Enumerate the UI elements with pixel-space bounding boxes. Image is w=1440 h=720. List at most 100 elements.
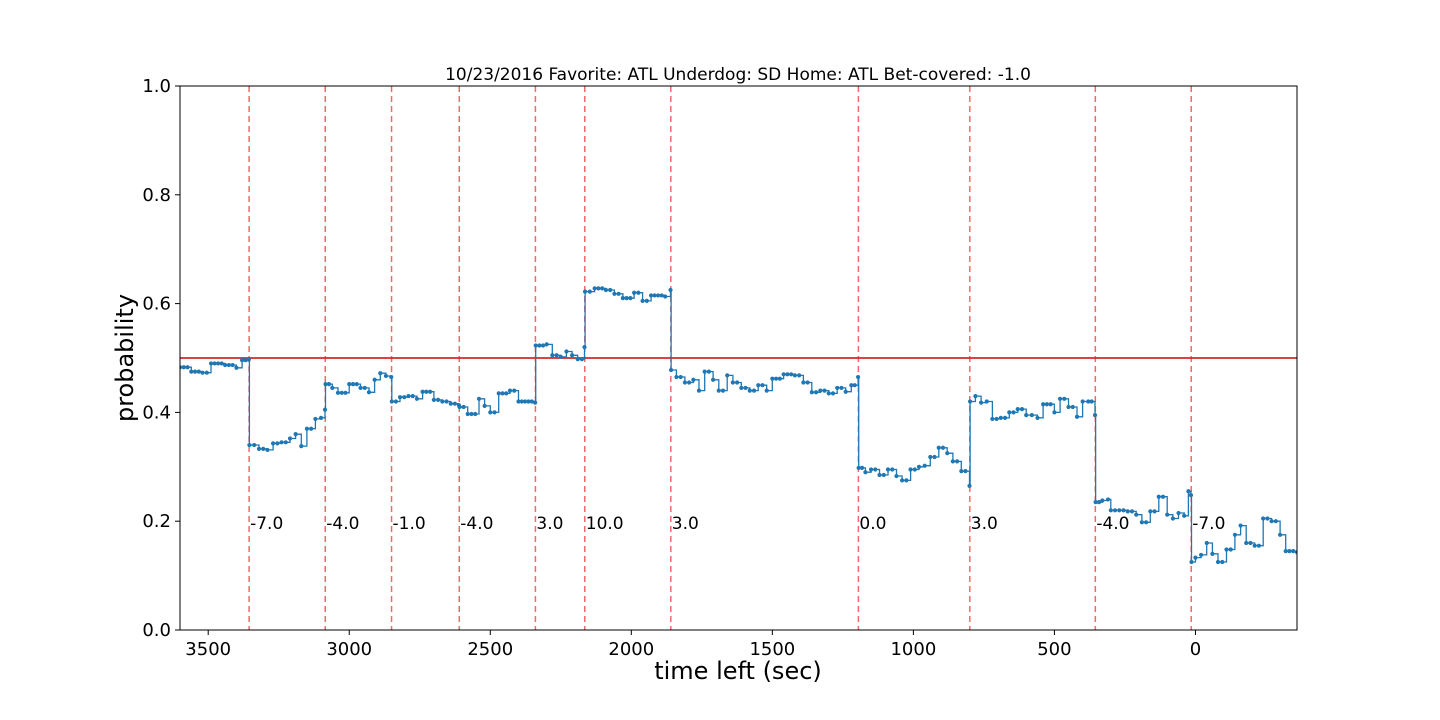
data-point bbox=[764, 388, 769, 393]
data-point bbox=[569, 353, 575, 358]
data-point bbox=[200, 370, 205, 375]
data-point bbox=[1024, 413, 1029, 418]
data-point bbox=[279, 440, 284, 445]
data-point bbox=[624, 296, 629, 301]
data-point bbox=[725, 373, 730, 378]
data-point bbox=[682, 380, 688, 385]
data-point bbox=[730, 380, 735, 385]
data-point bbox=[1105, 497, 1111, 502]
data-point bbox=[835, 385, 840, 391]
data-point bbox=[940, 445, 946, 450]
data-point bbox=[1019, 407, 1025, 412]
data-point bbox=[881, 472, 886, 478]
data-point bbox=[389, 374, 394, 380]
data-point bbox=[219, 361, 224, 366]
data-point bbox=[908, 467, 913, 472]
data-point bbox=[1057, 396, 1063, 401]
plot-area: -7.0 -4.0 -1.0 -4.0 3.0 10.0 3.0 0.0 3.0 -4.0 -7.0 bbox=[180, 86, 1297, 630]
data-point bbox=[973, 393, 978, 399]
data-point bbox=[916, 464, 922, 469]
data-point bbox=[358, 385, 363, 391]
data-point bbox=[523, 399, 528, 404]
data-point bbox=[389, 399, 394, 404]
data-point bbox=[304, 426, 310, 431]
data-point bbox=[529, 399, 534, 404]
data-point bbox=[648, 293, 654, 298]
x-tick-label: 500 bbox=[1037, 639, 1071, 660]
data-point bbox=[1188, 492, 1194, 498]
score-change-label: -4.0 bbox=[460, 514, 493, 534]
data-point bbox=[678, 374, 683, 380]
data-point bbox=[283, 440, 288, 445]
data-point bbox=[1273, 519, 1278, 524]
data-point bbox=[473, 411, 478, 417]
data-point bbox=[777, 376, 782, 381]
data-point bbox=[265, 447, 270, 453]
data-point bbox=[1117, 508, 1122, 513]
data-point bbox=[378, 371, 383, 376]
score-change-label: -7.0 bbox=[1192, 514, 1225, 534]
data-point bbox=[587, 289, 592, 294]
data-point bbox=[1007, 410, 1012, 415]
data-point bbox=[1011, 410, 1016, 415]
x-axis-label: time left (sec) bbox=[654, 657, 822, 685]
data-point bbox=[540, 343, 546, 348]
data-point bbox=[928, 454, 933, 460]
data-point bbox=[488, 410, 493, 415]
data-point bbox=[596, 286, 601, 291]
data-point bbox=[309, 426, 314, 431]
data-point bbox=[668, 367, 674, 373]
data-point bbox=[1089, 399, 1094, 404]
data-point bbox=[863, 470, 868, 475]
data-point bbox=[739, 385, 744, 391]
data-point bbox=[482, 403, 487, 408]
y-tick-label: 0.4 bbox=[142, 402, 171, 423]
data-point bbox=[984, 399, 989, 404]
data-point bbox=[208, 361, 214, 366]
data-point bbox=[659, 293, 664, 298]
data-point bbox=[818, 388, 823, 393]
data-point bbox=[1261, 516, 1266, 521]
data-point bbox=[424, 389, 429, 394]
data-point bbox=[564, 349, 569, 354]
data-point bbox=[912, 467, 917, 472]
data-point bbox=[406, 393, 411, 399]
data-point bbox=[1224, 547, 1229, 552]
data-point bbox=[414, 396, 420, 401]
data-point bbox=[781, 372, 786, 377]
plot-frame bbox=[179, 85, 1298, 631]
data-point bbox=[770, 376, 775, 381]
data-point bbox=[448, 401, 453, 406]
data-point bbox=[293, 432, 298, 437]
data-point bbox=[354, 382, 359, 387]
data-point bbox=[1287, 549, 1292, 554]
data-point bbox=[533, 343, 538, 348]
data-point bbox=[457, 404, 462, 410]
data-point bbox=[826, 391, 831, 396]
data-point bbox=[813, 390, 819, 395]
data-point bbox=[428, 389, 433, 394]
x-tick-label: 1500 bbox=[749, 639, 795, 660]
data-point bbox=[1139, 520, 1144, 525]
data-point bbox=[894, 473, 899, 479]
data-point bbox=[592, 286, 597, 291]
score-change-label: -1.0 bbox=[393, 514, 426, 534]
data-point bbox=[1232, 532, 1238, 537]
data-point bbox=[1165, 512, 1170, 517]
data-point bbox=[959, 469, 964, 474]
data-point bbox=[852, 383, 857, 388]
data-point bbox=[760, 383, 765, 388]
data-point bbox=[1066, 404, 1071, 410]
data-point bbox=[751, 388, 757, 393]
x-tick-label: 3000 bbox=[326, 639, 372, 660]
data-point bbox=[465, 411, 470, 417]
data-point bbox=[335, 390, 341, 395]
plot-content: -7.0 -4.0 -1.0 -4.0 3.0 10.0 3.0 0.0 3.0 -4.0 -7.0 bbox=[180, 86, 1297, 630]
data-point bbox=[967, 483, 972, 488]
data-point bbox=[326, 382, 332, 387]
data-point bbox=[402, 395, 407, 400]
data-point bbox=[978, 400, 984, 405]
data-point bbox=[1269, 519, 1274, 524]
